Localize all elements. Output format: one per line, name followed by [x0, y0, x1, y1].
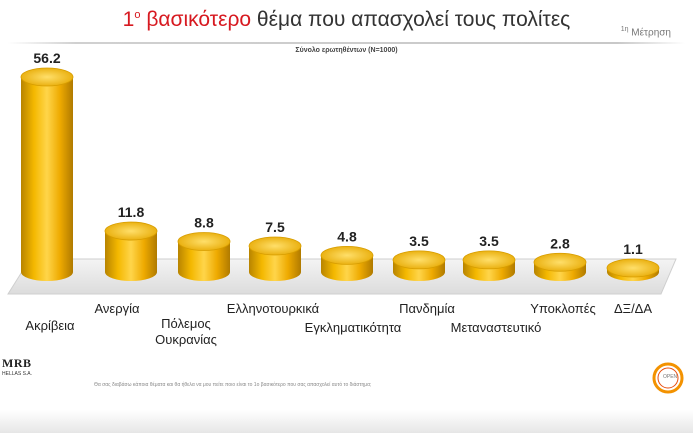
bar-top: [392, 250, 446, 270]
bar-8: [533, 252, 587, 281]
measurement-superscript: 1η: [620, 26, 629, 33]
value-label: 11.8: [118, 204, 145, 220]
title-divider: [8, 42, 685, 44]
title-superscript: ο: [134, 9, 141, 21]
category-label: Ανεργία: [94, 301, 140, 316]
value-label: 7.5: [265, 219, 285, 235]
title-prefix: 1: [122, 8, 135, 31]
bar-top: [533, 252, 587, 272]
category-label: Εγκληματικότητα: [305, 320, 402, 335]
category-label: ΔΞ/ΔΑ: [614, 301, 652, 316]
open-logo-text: OPEN: [663, 374, 678, 380]
bar-body: [105, 231, 157, 281]
bar-top: [462, 250, 516, 270]
chart-title: 1ο βασικότερο θέμα που απασχολεί τους πο…: [0, 8, 693, 32]
title-accent: βασικότερο: [146, 8, 252, 31]
chart-subtitle: Σύνολο ερωτηθέντων (Ν=1000): [295, 47, 398, 54]
question-footnote: Θα σας διαβάσω κάποια θέματα και θα ήθελ…: [94, 382, 372, 388]
category-label: Πανδημία: [399, 301, 455, 316]
bar-9: [606, 258, 660, 281]
mrb-logo-subtext: HELLAS S.A.: [2, 371, 33, 377]
category-label: Ελληνοτουρκικά: [227, 301, 320, 316]
value-label: 1.1: [623, 241, 643, 257]
value-label: 3.5: [479, 233, 499, 249]
measurement-text: Μέτρηση: [631, 27, 671, 39]
open-logo-ring-icon: [652, 362, 684, 394]
value-label: 3.5: [409, 233, 429, 249]
open-logo: OPEN: [648, 358, 688, 398]
bar-4: [248, 236, 302, 281]
bar-top: [20, 67, 74, 87]
mrb-logo-text: MRB: [2, 356, 32, 370]
category-label: Μεταναστευτικό: [451, 320, 542, 335]
bar-2: [104, 221, 158, 281]
bar-top: [320, 245, 374, 265]
bar-5: [320, 245, 374, 281]
bar-6: [392, 250, 446, 281]
bar-top: [606, 258, 660, 278]
bar-top: [248, 236, 302, 256]
value-label: 8.8: [194, 214, 214, 230]
bar-1: [20, 67, 74, 281]
value-label: 4.8: [337, 228, 357, 244]
bar-body: [178, 241, 230, 281]
title-rest: θέμα που απασχολεί τους πολίτες: [251, 8, 571, 31]
bar-top: [104, 221, 158, 241]
category-label: Υποκλοπές: [530, 301, 596, 316]
bar-body: [21, 77, 73, 281]
value-label: 56.2: [33, 50, 60, 66]
bar-top: [177, 232, 231, 251]
mrb-logo: MRB HELLAS S.A.: [0, 354, 34, 380]
bar-body: [249, 245, 301, 281]
category-label: Ακρίβεια: [25, 318, 75, 333]
category-label: Πόλεμος Ουκρανίας: [155, 316, 217, 347]
bar-3: [177, 232, 231, 281]
measurement-label: 1η Μέτρηση: [621, 26, 671, 38]
bottom-gradient-bar: [0, 410, 693, 433]
bar-7: [462, 250, 516, 281]
value-label: 2.8: [550, 235, 570, 251]
